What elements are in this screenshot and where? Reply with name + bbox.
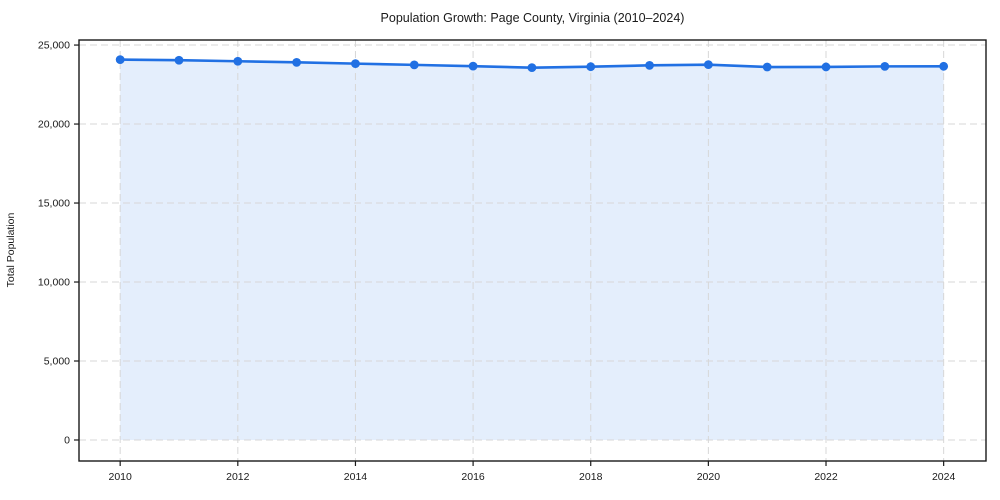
x-tick-label: 2012 [226, 471, 250, 483]
data-point [762, 62, 772, 72]
y-axis-label: Total Population [5, 212, 17, 288]
plot-border [78, 39, 987, 462]
x-tick-label: 2018 [579, 471, 603, 483]
y-tick-label: 5,000 [44, 356, 70, 368]
x-tick-label: 2020 [697, 471, 721, 483]
x-tick-label: 2024 [932, 471, 956, 483]
data-point [939, 61, 949, 71]
chart-title: Population Growth: Page County, Virginia… [380, 11, 685, 25]
data-point [880, 61, 890, 71]
area-fill [120, 59, 944, 440]
y-tick-label: 15,000 [38, 198, 70, 210]
y-tick-label: 10,000 [38, 277, 70, 289]
data-point [645, 60, 654, 70]
data-point [468, 61, 478, 71]
x-tick-label: 2016 [461, 471, 485, 483]
data-point [174, 55, 184, 65]
data-point [527, 63, 537, 73]
x-tick-label: 2010 [108, 471, 132, 483]
data-point [292, 57, 302, 67]
x-tick-label: 2022 [814, 471, 838, 483]
y-tick-label: 0 [64, 434, 70, 446]
y-tick-label: 25,000 [38, 40, 70, 52]
data-point [409, 60, 419, 70]
y-tick-label: 20,000 [38, 119, 70, 131]
data-point [586, 62, 596, 72]
data-point [821, 62, 831, 72]
data-point [233, 56, 243, 66]
x-tick-label: 2014 [344, 471, 368, 483]
data-point [115, 55, 125, 64]
data-point [351, 59, 360, 69]
data-point [703, 60, 713, 70]
